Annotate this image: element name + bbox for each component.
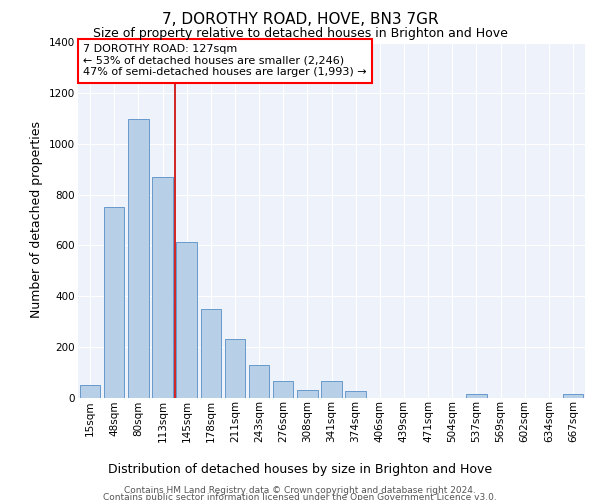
Bar [297,390,317,398]
Bar [176,242,197,398]
Bar [466,394,487,398]
Bar [128,118,149,398]
Y-axis label: Number of detached properties: Number of detached properties [31,122,43,318]
Bar [200,308,221,398]
Bar [152,177,173,398]
Text: Distribution of detached houses by size in Brighton and Hove: Distribution of detached houses by size … [108,462,492,475]
Bar [249,364,269,398]
Bar [80,385,100,398]
Bar [224,339,245,398]
Text: 7, DOROTHY ROAD, HOVE, BN3 7GR: 7, DOROTHY ROAD, HOVE, BN3 7GR [161,12,439,28]
Text: Size of property relative to detached houses in Brighton and Hove: Size of property relative to detached ho… [92,28,508,40]
Text: Contains HM Land Registry data © Crown copyright and database right 2024.: Contains HM Land Registry data © Crown c… [124,486,476,495]
Bar [321,381,342,398]
Bar [104,208,124,398]
Text: Contains public sector information licensed under the Open Government Licence v3: Contains public sector information licen… [103,494,497,500]
Bar [273,381,293,398]
Bar [346,391,366,398]
Bar [563,394,583,398]
Text: 7 DOROTHY ROAD: 127sqm
← 53% of detached houses are smaller (2,246)
47% of semi-: 7 DOROTHY ROAD: 127sqm ← 53% of detached… [83,44,367,78]
